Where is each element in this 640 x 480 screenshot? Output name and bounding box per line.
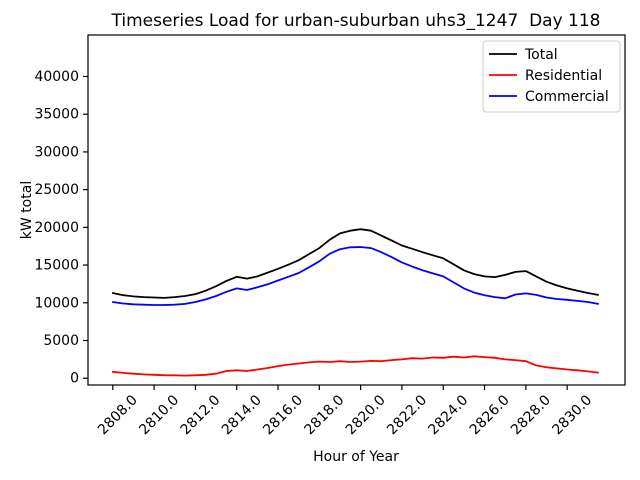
legend-box xyxy=(482,40,621,113)
legend: Total Residential Commercial xyxy=(482,40,621,113)
y-tick-label: 15000 xyxy=(34,258,79,274)
y-tick-label: 25000 xyxy=(34,182,79,198)
y-tick-label: 10000 xyxy=(34,295,79,311)
chart-title: Timeseries Load for urban-suburban uhs3_… xyxy=(111,11,601,31)
y-tick-label: 40000 xyxy=(34,69,79,85)
series-line-residential xyxy=(111,355,599,377)
y-tick-label: 30000 xyxy=(34,144,79,160)
y-axis-ticks: 0 5000 10000 15000 20000 25000 30000 35000 40000 xyxy=(34,69,88,387)
legend-label-residential: Residential xyxy=(525,68,602,84)
x-axis-label: Hour of Year xyxy=(313,449,399,465)
y-axis-label: kW total xyxy=(19,181,35,239)
y-tick-label: 5000 xyxy=(43,333,79,349)
y-tick-label: 0 xyxy=(70,371,79,387)
series-line-total xyxy=(111,228,599,299)
y-tick-label: 35000 xyxy=(34,107,79,123)
series-lines xyxy=(111,228,599,377)
y-tick-label: 20000 xyxy=(34,220,79,236)
series-line-commercial xyxy=(111,246,599,306)
legend-label-total: Total xyxy=(524,47,558,63)
legend-label-commercial: Commercial xyxy=(525,89,609,105)
